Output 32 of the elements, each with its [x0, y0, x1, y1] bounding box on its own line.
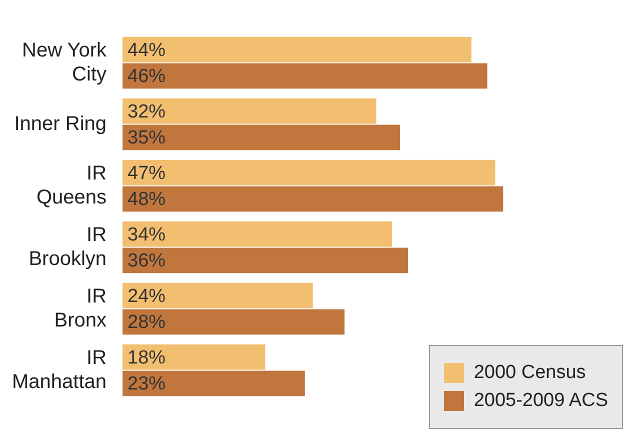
y-tick-label: IR Manhattan — [12, 346, 107, 393]
data-label: 28% — [128, 312, 166, 334]
y-tick-label: IR Queens — [36, 162, 107, 208]
data-label: 34% — [128, 224, 166, 246]
bar — [122, 63, 488, 89]
bar — [122, 124, 400, 150]
data-label: 35% — [128, 128, 166, 149]
data-label: 18% — [128, 347, 166, 368]
bar — [122, 98, 376, 124]
data-label: 24% — [128, 286, 166, 307]
data-label: 48% — [128, 189, 166, 210]
bar — [122, 160, 496, 186]
legend-label: 2000 Census — [474, 362, 586, 384]
bar — [122, 309, 345, 335]
bar — [122, 36, 472, 62]
data-label: 32% — [128, 101, 166, 122]
data-label: 44% — [128, 40, 166, 61]
bar — [122, 248, 408, 274]
bar — [122, 282, 313, 308]
data-label: 46% — [128, 66, 166, 88]
bar — [122, 344, 266, 370]
y-tick-label: IR Bronx — [54, 285, 107, 332]
legend-label: 2005-2009 ACS — [474, 390, 608, 412]
data-label: 47% — [128, 162, 166, 184]
y-tick-label: IR Brooklyn — [28, 224, 107, 270]
y-tick-label: Inner Ring — [14, 112, 107, 135]
bar — [122, 186, 504, 212]
bar — [122, 370, 305, 396]
data-label: 36% — [128, 250, 166, 272]
y-tick-label: New York City — [22, 39, 108, 86]
data-label: 23% — [128, 374, 166, 395]
bar — [122, 221, 392, 247]
